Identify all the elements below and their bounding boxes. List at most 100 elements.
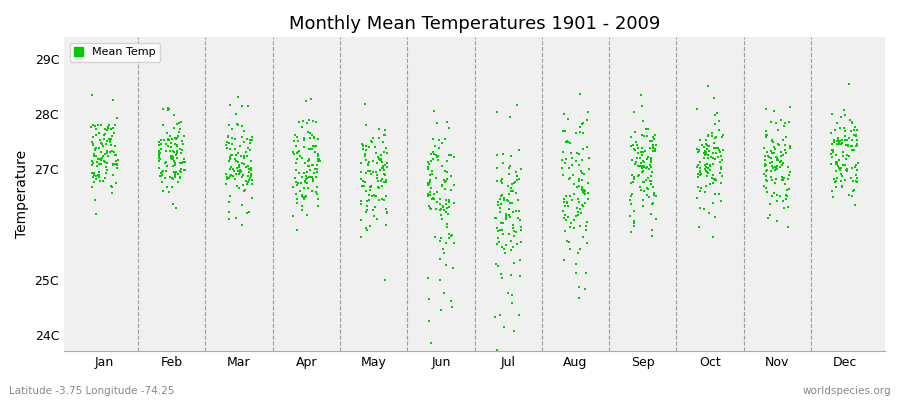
Point (429, 154, 444, 160)
Point (85, 158, 99, 164)
Point (648, 146, 662, 152)
Point (706, 172, 720, 179)
Point (627, 146, 642, 153)
Point (374, 196, 389, 202)
Point (152, 151, 166, 158)
Point (763, 201, 778, 208)
Point (294, 154, 309, 161)
Point (627, 128, 642, 135)
Point (151, 158, 166, 164)
Point (174, 169, 188, 176)
Point (625, 143, 639, 149)
Point (488, 359, 502, 365)
Point (496, 231, 510, 237)
Point (230, 120, 245, 127)
Point (699, 142, 714, 149)
Point (513, 216, 527, 223)
Point (436, 204, 450, 210)
Point (765, 163, 779, 169)
Point (110, 115, 124, 121)
Point (763, 148, 778, 155)
Point (232, 171, 247, 178)
Point (311, 196, 326, 202)
Point (237, 188, 251, 195)
Point (848, 164, 862, 170)
Point (442, 231, 456, 238)
Point (698, 148, 712, 154)
Point (645, 143, 660, 150)
Point (437, 186, 452, 192)
Point (705, 133, 719, 139)
Point (574, 176, 589, 183)
Point (637, 133, 652, 139)
Point (152, 153, 166, 160)
Point (626, 223, 641, 230)
Point (502, 165, 517, 172)
Point (634, 162, 649, 169)
Point (433, 256, 447, 262)
Point (421, 181, 436, 188)
Point (830, 120, 844, 126)
Point (92, 173, 106, 180)
Point (499, 242, 513, 248)
Point (513, 217, 527, 223)
Text: Latitude -3.75 Longitude -74.25: Latitude -3.75 Longitude -74.25 (9, 386, 175, 396)
Point (444, 186, 458, 193)
Point (556, 172, 571, 178)
Point (776, 174, 790, 181)
Point (232, 164, 247, 170)
Point (494, 200, 508, 207)
Point (426, 195, 440, 202)
Point (509, 229, 524, 235)
Point (305, 132, 320, 138)
Point (692, 147, 706, 154)
Point (494, 192, 508, 199)
Point (572, 178, 587, 184)
Point (173, 168, 187, 175)
Point (85, 92, 99, 99)
Point (239, 181, 254, 188)
Point (354, 233, 368, 240)
Point (289, 160, 303, 167)
Point (643, 138, 657, 144)
Point (850, 167, 864, 173)
Point (706, 176, 721, 182)
Point (693, 168, 707, 174)
Point (493, 219, 508, 226)
Point (94, 161, 109, 168)
Point (166, 149, 181, 155)
Point (626, 176, 641, 182)
Point (359, 225, 374, 231)
Point (421, 275, 436, 281)
Point (579, 227, 593, 234)
Point (509, 102, 524, 108)
Point (243, 136, 257, 143)
Point (425, 168, 439, 174)
Point (555, 164, 570, 171)
Point (428, 174, 443, 181)
Point (841, 143, 855, 149)
Point (171, 171, 185, 178)
Point (222, 102, 237, 108)
Point (831, 137, 845, 144)
Point (290, 156, 304, 162)
Point (832, 139, 846, 146)
Point (580, 144, 595, 150)
Point (767, 144, 781, 150)
Point (423, 151, 437, 157)
Point (177, 167, 192, 173)
Point (774, 116, 788, 123)
Point (156, 122, 170, 128)
Point (87, 197, 102, 204)
Point (438, 262, 453, 268)
Point (377, 179, 392, 185)
Point (503, 163, 517, 170)
Point (298, 160, 312, 166)
Point (636, 162, 651, 169)
Point (104, 142, 118, 148)
Point (712, 147, 726, 153)
Point (508, 179, 522, 186)
Point (699, 161, 714, 168)
Point (768, 164, 782, 170)
Point (436, 177, 451, 183)
